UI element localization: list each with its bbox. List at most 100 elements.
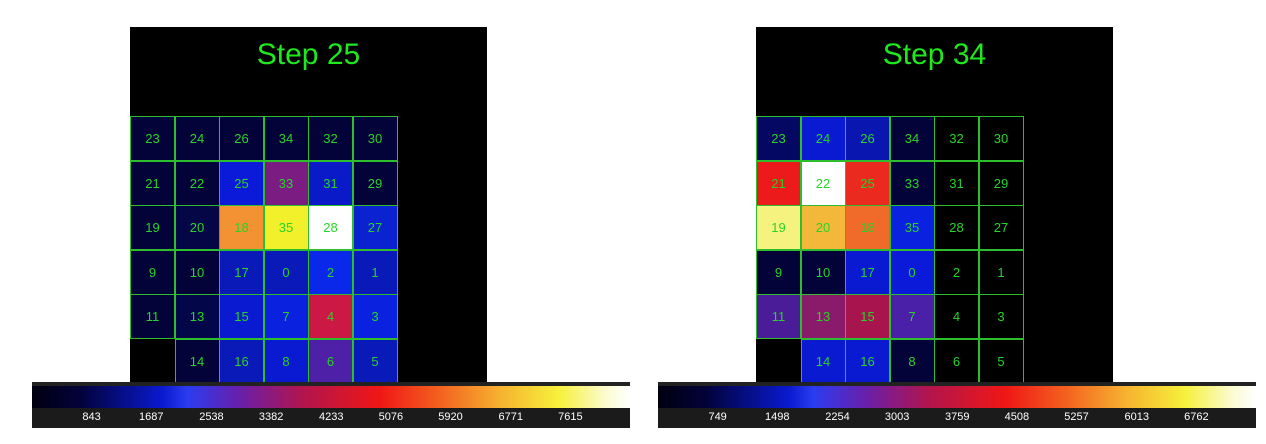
heatmap-cell: 11 [756,294,801,339]
heatmap-cell: 30 [352,116,398,161]
colorbar-tick-label: 1498 [765,411,790,423]
colorbar-gradient [658,386,1256,408]
heatmap-cell: 27 [978,205,1024,250]
colorbar-tick-label: 5076 [378,411,404,423]
heatmap-cell: 16 [845,338,890,384]
heatmap-cell: 33 [889,160,935,206]
heatmap-cell: 8 [889,338,935,384]
heatmap-cell: 33 [263,160,309,206]
heatmap-cell: 2 [308,249,353,295]
heatmap-cell: 7 [263,294,309,339]
heatmap-cell: 17 [219,249,264,295]
heatmap-cell: 23 [756,116,801,161]
heatmap-cell: 10 [174,249,220,295]
heatmap-cell: 25 [845,160,890,206]
heatmap-cell: 16 [219,338,264,384]
heatmap-cell: 2 [934,249,979,295]
heatmap-cell: 7 [889,294,935,339]
heatmap-cell: 13 [800,294,846,339]
heatmap-cell: 5 [978,338,1024,384]
colorbar-tick-label: 5257 [1064,411,1089,423]
heatmap-cell: 24 [800,116,846,161]
colorbar-tick-label: 3759 [945,411,970,423]
heatmap-cell: 19 [756,205,801,250]
heatmap-cell: 35 [263,205,309,250]
heatmap-cell: 15 [845,294,890,339]
colorbar-tick-label: 4233 [319,411,344,423]
colorbar-tick-label: 4508 [1004,411,1030,423]
colorbar-tick-labels: 843 1687 2538 3382 4233 5076 5920 6771 7615 [32,408,630,428]
heatmap-cell: 29 [352,160,398,206]
heatmap-cell: 0 [889,249,935,295]
heatmap-cell: 28 [308,205,353,250]
colorbar-tick-label: 843 [82,411,101,423]
heatmap-cell: 17 [845,249,890,295]
heatmap-cell: 21 [130,160,175,206]
chart-title: Step 34 [882,38,987,71]
heatmap-cell: 4 [308,294,353,339]
heatmap-cell: 1 [978,249,1024,295]
heatmap-cell: 25 [219,160,264,206]
heatmap-cell: 26 [219,116,264,161]
heatmap-cell: 6 [934,338,979,384]
heatmap-cell: 31 [934,160,979,206]
colorbar-tick-label: 7615 [558,411,583,423]
chart-title: Step 25 [256,38,361,71]
heatmap-cell: 34 [263,116,309,161]
heatmap-cell: 21 [756,160,801,206]
colorbar: 749 1498 2254 3003 3759 4508 5257 6013 6762 [658,382,1256,444]
colorbar-tick-label: 1687 [139,411,164,423]
colorbar-tick-label: 6013 [1124,411,1149,423]
colorbar-tick-label: 3003 [884,411,910,423]
heatmap-cell: 32 [934,116,979,161]
heatmap-cell: 20 [800,205,846,250]
heatmap-panel-step-25: Step 25 23 24 26 34 32 30 21 22 25 33 31 29 19 20 18 35… [0,0,630,444]
heatmap-cell: 4 [934,294,979,339]
heatmap-cell: 31 [308,160,353,206]
colorbar-tick-label: 3382 [258,411,284,423]
colorbar-tick-label: 6762 [1184,411,1209,423]
heatmap-cell: 27 [352,205,398,250]
colorbar-tick-label: 749 [708,411,727,423]
colorbar-top-rule [658,382,1256,386]
heatmap-cell: 14 [174,338,220,384]
heatmap-panel-step-34: Step 34 23 24 26 34 32 30 21 22 25 33 31 29 19 20 18 35… [626,0,1256,444]
heatmap-cell: 18 [219,205,264,250]
heatmap-cell: 23 [130,116,175,161]
heatmap-cell: 15 [219,294,264,339]
heatmap-cell: 0 [263,249,309,295]
heatmap-cell: 11 [130,294,175,339]
heatmap-cell: 26 [845,116,890,161]
heatmap-cell: 10 [800,249,846,295]
heatmap-cell: 13 [174,294,220,339]
heatmap-cell: 3 [352,294,398,339]
colorbar-tick-labels: 749 1498 2254 3003 3759 4508 5257 6013 6762 [658,408,1256,428]
heatmap-cell: 35 [889,205,935,250]
colorbar-tick-label: 6771 [498,411,523,423]
colorbar-gradient [32,386,630,408]
heatmap-cell: 8 [263,338,309,384]
heatmap-cell: 18 [845,205,890,250]
heatmap-cell: 1 [352,249,398,295]
heatmap-cell: 14 [800,338,846,384]
heatmap-cell: 22 [800,160,846,206]
heatmap-cell [130,338,175,384]
heatmap-cell: 28 [934,205,979,250]
colorbar-top-rule [32,382,630,386]
heatmap-cell: 20 [174,205,220,250]
heatmap-cell: 30 [978,116,1024,161]
heatmap-cell: 24 [174,116,220,161]
heatmap-cell [756,338,801,384]
heatmap-cell: 6 [308,338,353,384]
colorbar-tick-label: 5920 [438,411,463,423]
heatmap-cell: 29 [978,160,1024,206]
heatmap-cell: 34 [889,116,935,161]
heatmap-cell: 9 [756,249,801,295]
heatmap-cell: 19 [130,205,175,250]
colorbar: 843 1687 2538 3382 4233 5076 5920 6771 7615 [32,382,630,444]
heatmap-cell: 5 [352,338,398,384]
heatmap-cell: 32 [308,116,353,161]
heatmap-cell: 9 [130,249,175,295]
colorbar-tick-label: 2254 [825,411,850,423]
heatmap-cell: 3 [978,294,1024,339]
